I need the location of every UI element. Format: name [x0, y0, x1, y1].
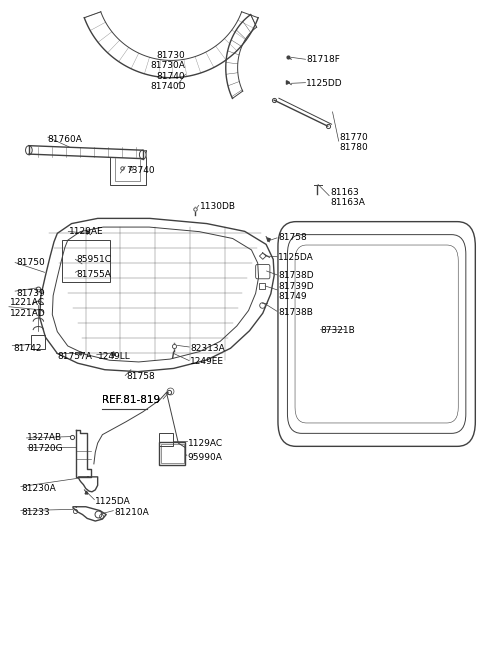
Text: 81718F: 81718F: [306, 55, 340, 64]
Text: 81758: 81758: [278, 233, 307, 242]
Text: 1129AE: 1129AE: [69, 227, 104, 236]
Text: 81755A: 81755A: [76, 270, 111, 279]
Text: 1249LL: 1249LL: [97, 352, 131, 361]
Text: 82313A: 82313A: [190, 344, 225, 353]
Text: REF.81-819: REF.81-819: [102, 395, 160, 405]
Text: 1125DA: 1125DA: [278, 253, 314, 262]
Text: 1130DB: 1130DB: [200, 202, 236, 210]
Text: 81738B: 81738B: [278, 308, 313, 317]
Text: 81739D
81749: 81739D 81749: [278, 282, 313, 301]
Text: 1129AC: 1129AC: [188, 439, 223, 447]
Text: 81760A: 81760A: [48, 135, 83, 143]
Text: 81230A: 81230A: [22, 484, 57, 493]
Text: 81233: 81233: [22, 508, 50, 517]
Text: 73740: 73740: [126, 166, 155, 175]
Text: 1327AB
81720G: 1327AB 81720G: [27, 434, 63, 453]
Text: 81730
81730A
81740
81740D: 81730 81730A 81740 81740D: [150, 51, 185, 91]
Text: 81750: 81750: [16, 258, 45, 267]
Bar: [159, 433, 173, 445]
Text: 1249EE: 1249EE: [190, 358, 224, 366]
Text: 87321B: 87321B: [321, 326, 355, 335]
Bar: [31, 335, 45, 349]
Text: 81739: 81739: [16, 289, 45, 297]
Text: 81757A: 81757A: [57, 352, 92, 361]
Text: 81163
81163A: 81163 81163A: [330, 188, 365, 208]
Text: 85951C: 85951C: [76, 255, 111, 264]
Text: 81738D: 81738D: [278, 271, 313, 280]
Text: 1125DD: 1125DD: [306, 79, 343, 88]
Bar: [161, 444, 183, 462]
Text: 1125DA: 1125DA: [96, 497, 131, 506]
Text: 81770
81780: 81770 81780: [340, 133, 368, 152]
Text: 81742: 81742: [13, 344, 42, 353]
Text: 81210A: 81210A: [114, 508, 149, 517]
Text: 1221AC
1221AD: 1221AC 1221AD: [10, 298, 46, 318]
Bar: [260, 283, 265, 290]
Polygon shape: [29, 145, 143, 159]
Text: 81758: 81758: [126, 372, 155, 381]
Circle shape: [25, 145, 32, 155]
Text: REF.81-819: REF.81-819: [102, 395, 160, 405]
Bar: [159, 442, 185, 464]
Text: 95990A: 95990A: [188, 453, 223, 462]
Circle shape: [139, 150, 146, 159]
